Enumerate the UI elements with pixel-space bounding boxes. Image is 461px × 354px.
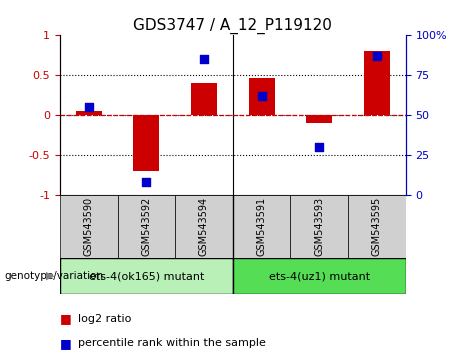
- Bar: [60, 195, 118, 258]
- Point: [315, 144, 323, 150]
- Bar: [348, 195, 406, 258]
- Point: [142, 179, 150, 185]
- Bar: [191, 83, 217, 115]
- Text: GSM543591: GSM543591: [257, 197, 266, 256]
- Bar: [233, 195, 290, 258]
- Text: ■: ■: [60, 337, 71, 350]
- Text: log2 ratio: log2 ratio: [78, 314, 132, 324]
- Text: ets-4(uz1) mutant: ets-4(uz1) mutant: [269, 271, 370, 281]
- Bar: [118, 195, 175, 258]
- Text: ■: ■: [60, 312, 71, 325]
- Text: GSM543593: GSM543593: [314, 197, 324, 256]
- Text: GSM543594: GSM543594: [199, 197, 209, 256]
- Bar: [290, 195, 348, 258]
- Bar: [60, 258, 233, 294]
- Point: [200, 56, 207, 62]
- Title: GDS3747 / A_12_P119120: GDS3747 / A_12_P119120: [133, 18, 332, 34]
- Bar: [364, 51, 390, 115]
- Point: [373, 53, 381, 59]
- Text: ▶: ▶: [47, 271, 55, 281]
- Bar: [306, 115, 332, 123]
- Text: ets-4(ok165) mutant: ets-4(ok165) mutant: [89, 271, 204, 281]
- Text: genotype/variation: genotype/variation: [5, 271, 104, 281]
- Point: [85, 104, 92, 110]
- Point: [258, 93, 266, 99]
- Text: GSM543595: GSM543595: [372, 197, 382, 256]
- Bar: [175, 195, 233, 258]
- Bar: [133, 115, 160, 171]
- Text: percentile rank within the sample: percentile rank within the sample: [78, 338, 266, 348]
- Bar: [233, 258, 406, 294]
- Bar: [76, 111, 102, 115]
- Text: GSM543590: GSM543590: [84, 197, 94, 256]
- Text: GSM543592: GSM543592: [142, 197, 151, 256]
- Bar: [248, 78, 275, 115]
